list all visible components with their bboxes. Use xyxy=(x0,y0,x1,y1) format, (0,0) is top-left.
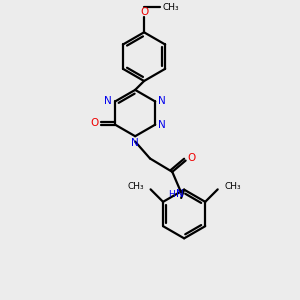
Text: N: N xyxy=(104,97,112,106)
Text: H: H xyxy=(168,190,175,199)
Text: O: O xyxy=(91,118,99,128)
Text: N: N xyxy=(176,189,184,199)
Text: N: N xyxy=(131,138,139,148)
Text: CH₃: CH₃ xyxy=(128,182,144,191)
Text: N: N xyxy=(158,120,166,130)
Text: O: O xyxy=(140,7,148,16)
Text: CH₃: CH₃ xyxy=(163,3,179,12)
Text: CH₃: CH₃ xyxy=(224,182,241,191)
Text: N: N xyxy=(158,97,166,106)
Text: O: O xyxy=(188,153,196,163)
